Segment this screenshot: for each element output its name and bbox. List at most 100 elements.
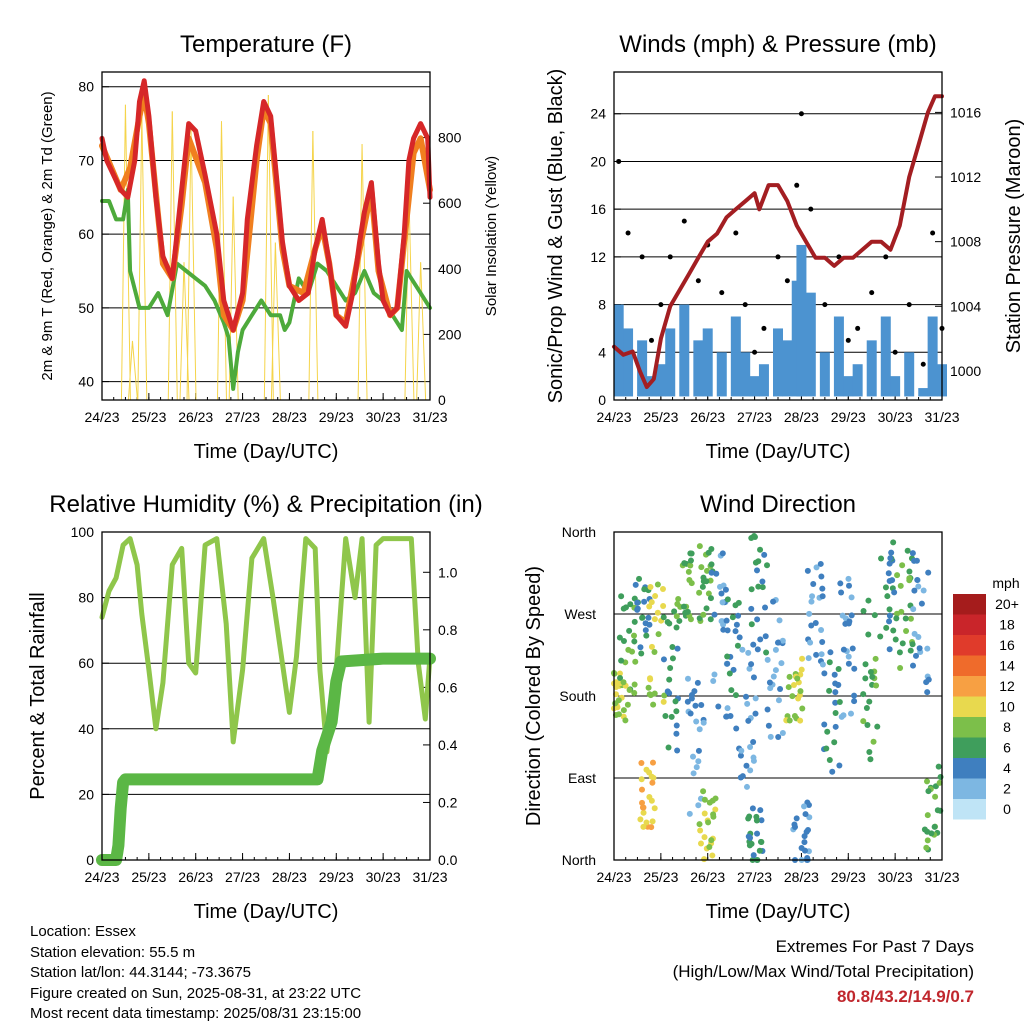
direction-point <box>715 703 722 710</box>
direction-point <box>756 847 763 854</box>
direction-point <box>706 799 713 806</box>
direction-point <box>747 767 754 774</box>
direction-point <box>639 804 646 811</box>
station-info: Location: Essex Station elevation: 55.5 … <box>30 922 361 1025</box>
direction-point <box>821 670 828 677</box>
direction-point <box>648 643 655 650</box>
direction-point <box>839 612 846 619</box>
direction-point <box>673 722 680 729</box>
direction-point <box>884 593 891 600</box>
direction-point <box>799 655 806 662</box>
direction-point <box>749 805 756 812</box>
direction-point <box>907 647 914 654</box>
y-tick-label: 60 <box>78 655 94 671</box>
y2-tick-label: 0.4 <box>438 737 458 753</box>
direction-point <box>751 532 758 539</box>
y2-axis-label: Solar Insolation (Yellow) <box>483 156 500 316</box>
legend-swatch <box>953 655 986 676</box>
direction-point <box>924 837 931 844</box>
plot-frame <box>613 531 943 861</box>
direction-point <box>708 569 715 576</box>
panel-title: Wind Direction <box>700 491 856 518</box>
direction-point <box>845 660 852 667</box>
wind-point <box>773 328 783 397</box>
direction-point <box>802 811 809 818</box>
direction-point <box>632 581 639 588</box>
panel-title: Temperature (F) <box>180 31 352 58</box>
x-tick-label: 31/23 <box>924 409 959 425</box>
x-tick-label: 29/23 <box>831 409 866 425</box>
direction-point <box>906 568 913 575</box>
direction-point <box>827 649 834 656</box>
y-tick-label: 40 <box>78 721 94 737</box>
direction-point <box>750 738 757 745</box>
direction-point <box>745 649 752 656</box>
y-tick-label: North <box>562 524 596 540</box>
gust-point <box>822 302 828 308</box>
direction-point <box>808 598 815 605</box>
extremes-heading: Extremes For Past 7 Days <box>775 937 974 956</box>
direction-point <box>724 660 731 667</box>
direction-point <box>661 692 668 699</box>
direction-point <box>885 570 892 577</box>
direction-point <box>629 648 636 655</box>
direction-point <box>634 599 641 606</box>
gust-point <box>733 230 739 236</box>
direction-point <box>874 723 881 730</box>
direction-point <box>660 614 667 621</box>
y2-tick-label: 0 <box>438 392 446 408</box>
direction-point <box>711 611 718 618</box>
direction-point <box>786 673 793 680</box>
direction-point <box>761 551 768 558</box>
direction-point <box>801 803 808 810</box>
direction-point <box>682 609 689 616</box>
direction-point <box>692 702 699 709</box>
gust-point <box>794 182 800 188</box>
direction-point <box>910 606 917 613</box>
direction-point <box>737 774 744 781</box>
direction-point <box>753 817 760 824</box>
direction-point <box>649 818 656 825</box>
direction-point <box>622 604 629 611</box>
wind-point <box>646 376 657 397</box>
solar-trace <box>186 127 192 401</box>
gust-point <box>845 337 851 343</box>
direction-point <box>719 550 726 557</box>
wind-point <box>730 316 741 397</box>
direction-point <box>674 645 681 652</box>
panel-title: Relative Humidity (%) & Precipitation (i… <box>49 491 482 518</box>
direction-point <box>890 539 897 546</box>
wind-point <box>740 352 751 397</box>
y-tick-label: 80 <box>78 79 94 95</box>
wind-point <box>702 328 713 397</box>
direction-point <box>840 712 847 719</box>
wind-point <box>805 292 816 397</box>
x-tick-label: 29/23 <box>319 869 354 885</box>
direction-point <box>845 575 852 582</box>
direction-point <box>643 632 650 639</box>
direction-point <box>832 710 839 717</box>
direction-point <box>894 572 901 579</box>
direction-point <box>793 815 800 822</box>
y-tick-label: 60 <box>78 226 94 242</box>
direction-point <box>618 657 625 664</box>
direction-point <box>710 677 717 684</box>
direction-point <box>924 645 931 652</box>
direction-point <box>724 705 731 712</box>
direction-point <box>813 651 820 658</box>
direction-point <box>916 645 923 652</box>
direction-point <box>675 595 682 602</box>
direction-point <box>764 562 771 569</box>
direction-point <box>639 799 646 806</box>
direction-point <box>690 770 697 777</box>
direction-point <box>624 701 631 708</box>
direction-point <box>750 674 757 681</box>
direction-point <box>826 757 833 764</box>
direction-point <box>671 608 678 615</box>
direction-point <box>687 562 694 569</box>
direction-point <box>758 839 765 846</box>
wind-point <box>655 364 666 397</box>
direction-point <box>863 704 870 711</box>
direction-point <box>765 722 772 729</box>
direction-point <box>798 666 805 673</box>
